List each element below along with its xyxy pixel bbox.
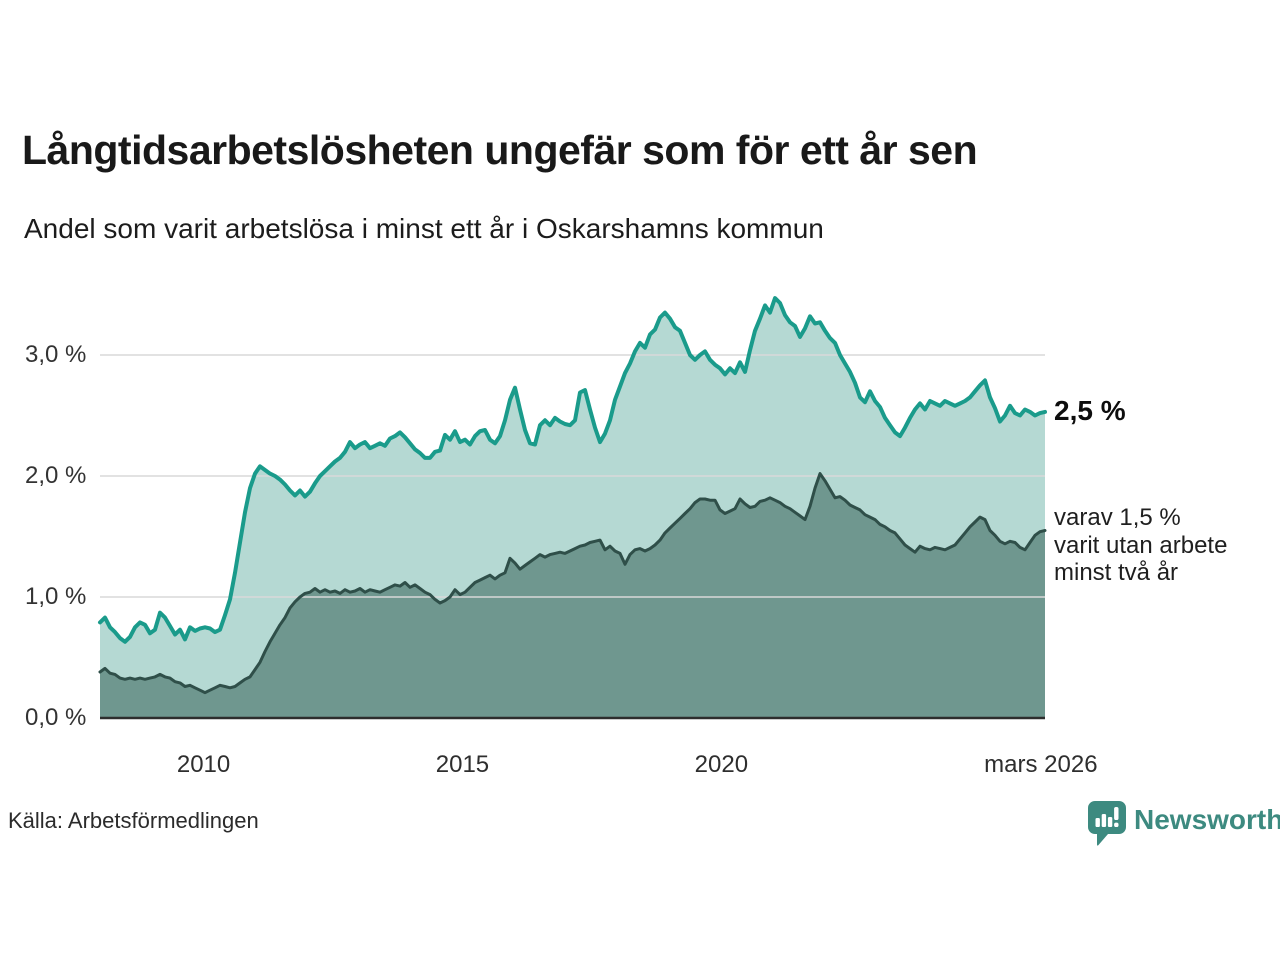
y-axis-tick-label: 3,0 % [25,341,87,368]
y-axis-tick-label: 2,0 % [25,462,87,489]
page-subtitle: Andel som varit arbetslösa i minst ett å… [24,213,824,244]
y-axis-tick-label: 0,0 % [25,704,87,731]
source-note: Källa: Arbetsförmedlingen [8,808,259,833]
two-year-share-label: varav 1,5 % varit utan arbete minst två … [1054,504,1227,587]
page-title: Långtidsarbetslösheten ungefär som för e… [22,127,978,173]
newsworthy-wordmark: Newsworthy [1134,804,1280,835]
area-fill-two-years [100,473,1045,718]
x-axis-tick-label: 2010 [176,751,231,778]
y-axis-tick-label: 1,0 % [25,583,87,610]
latest-value-label: 2,5 % [1054,395,1126,426]
two-year-share-line: varit utan arbete [1054,531,1228,559]
x-axis-tick-label: 2015 [435,751,490,778]
newsworthy-bubble-chart-icon [1088,801,1126,846]
x-axis-tick-label: 2020 [694,751,749,778]
two-year-share-line: minst två år [1054,559,1179,586]
line-two-years [98,472,1047,695]
two-year-share-line: varav 1,5 % [1054,504,1181,531]
x-axis-tick-label: mars 2026 [984,751,1098,778]
line-one-year [98,296,1047,644]
newsworthy-logo: Newsworthy [1088,801,1280,847]
